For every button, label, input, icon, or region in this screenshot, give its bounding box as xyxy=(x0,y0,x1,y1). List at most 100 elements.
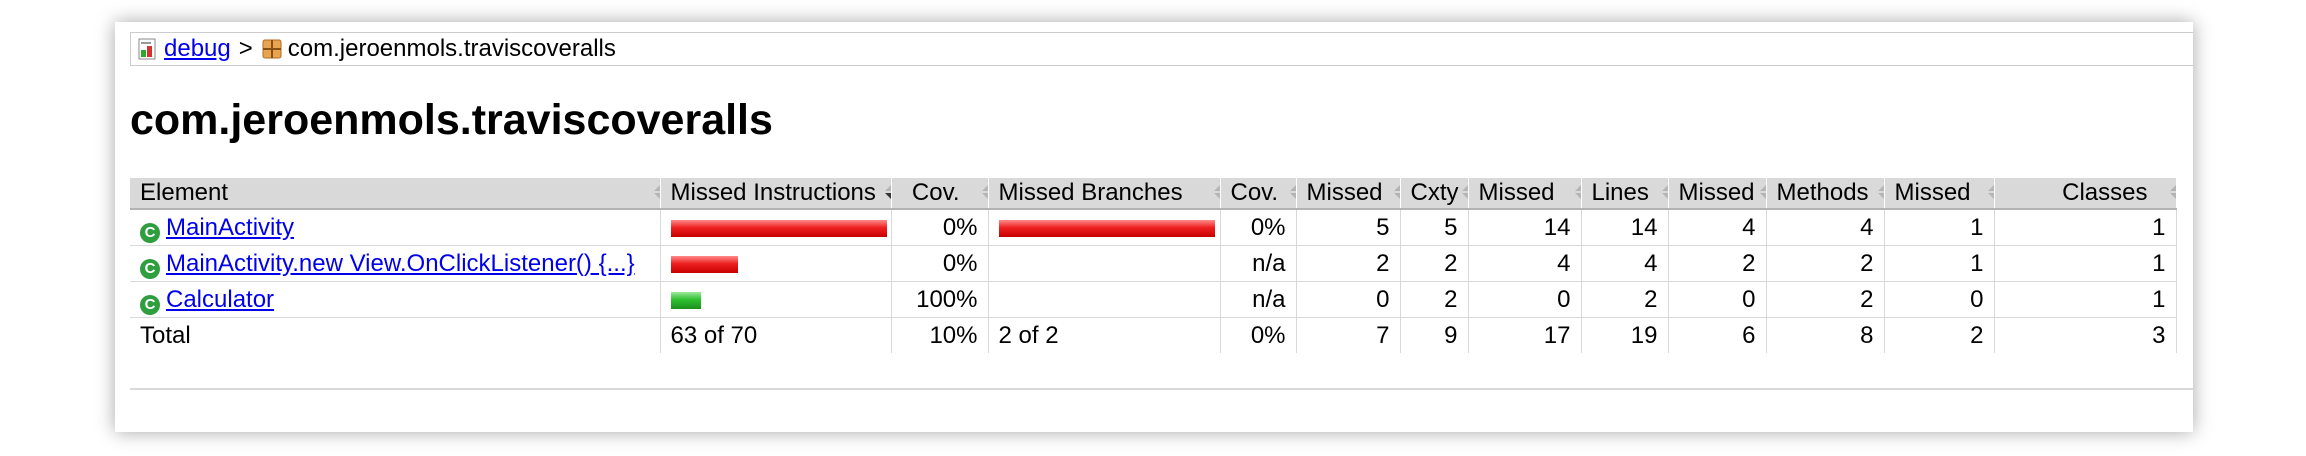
missed-branches-bar xyxy=(998,220,1215,238)
methods-cell: 4 xyxy=(1766,209,1885,246)
element-cell: C MainActivity xyxy=(130,209,661,246)
class-icon: C xyxy=(140,223,160,243)
page-title: com.jeroenmols.traviscoveralls xyxy=(130,96,773,144)
missed-instructions-bar xyxy=(670,256,738,274)
branch-cov-cell: n/a xyxy=(1220,245,1297,282)
classes-cell: 1 xyxy=(1994,245,2177,282)
class-link[interactable]: MainActivity xyxy=(166,214,295,241)
missed-lines-cell: 14 xyxy=(1468,209,1582,246)
methods-cell: 2 xyxy=(1766,245,1885,282)
class-link[interactable]: MainActivity.new View.OnClickListener() … xyxy=(166,250,635,277)
covered-instructions-bar xyxy=(670,292,701,310)
classes-cell: 1 xyxy=(1994,281,2177,318)
col-lines-label: Lines xyxy=(1591,179,1649,206)
breadcrumb-separator: > xyxy=(238,35,253,62)
cxty-cell: 2 xyxy=(1400,245,1469,282)
col-element-header[interactable]: Element xyxy=(130,178,661,210)
col-missed-cxty-label: Missed xyxy=(1306,179,1383,206)
instructions-bar-cell xyxy=(660,209,892,246)
col-missed-methods-header[interactable]: Missed xyxy=(1668,178,1767,210)
col-instr-cov-label: Cov. xyxy=(911,179,960,206)
instructions-bar-cell xyxy=(660,245,892,282)
col-missed-methods-label: Missed xyxy=(1678,179,1755,206)
col-cxty-label: Cxty xyxy=(1410,179,1459,206)
instr-cov-cell: 100% xyxy=(891,281,989,318)
col-missed-instructions-label: Missed Instructions xyxy=(670,179,876,206)
total-missed-lines: 17 xyxy=(1468,317,1582,353)
table-header-row: Element Missed Instructions Cov. Missed … xyxy=(130,178,2177,210)
cxty-cell: 2 xyxy=(1400,281,1469,318)
lines-cell: 2 xyxy=(1581,281,1669,318)
col-missed-cxty-header[interactable]: Missed xyxy=(1296,178,1401,210)
total-methods: 8 xyxy=(1766,317,1885,353)
total-cxty: 9 xyxy=(1400,317,1469,353)
class-icon: C xyxy=(140,295,160,315)
package-icon xyxy=(262,39,282,59)
total-instructions: 63 of 70 xyxy=(660,317,892,353)
col-missed-branches-label: Missed Branches xyxy=(998,179,1183,206)
col-branch-cov-label: Cov. xyxy=(1230,179,1279,206)
col-methods-label: Methods xyxy=(1776,179,1869,206)
table-row: C MainActivity 0% 0% 5 5 14 14 4 4 1 1 xyxy=(130,209,2177,246)
missed-methods-cell: 0 xyxy=(1668,281,1767,318)
col-missed-instructions-header[interactable]: Missed Instructions xyxy=(660,178,892,210)
missed-methods-cell: 2 xyxy=(1668,245,1767,282)
table-row: C MainActivity.new View.OnClickListener()… xyxy=(130,245,2177,282)
total-classes: 3 xyxy=(1994,317,2177,353)
lines-cell: 4 xyxy=(1581,245,1669,282)
col-instr-cov-header[interactable]: Cov. xyxy=(891,178,989,210)
missed-classes-cell: 1 xyxy=(1884,245,1995,282)
col-classes-header[interactable]: Classes xyxy=(1994,178,2177,210)
total-branches: 2 of 2 xyxy=(988,317,1221,353)
breadcrumb-debug-link[interactable]: debug xyxy=(164,35,231,62)
classes-cell: 1 xyxy=(1994,209,2177,246)
methods-cell: 2 xyxy=(1766,281,1885,318)
table-row: C Calculator 100% n/a 0 2 0 2 0 2 0 1 xyxy=(130,281,2177,318)
branches-bar-cell xyxy=(988,245,1221,282)
class-link[interactable]: Calculator xyxy=(166,286,275,313)
col-missed-branches-header[interactable]: Missed Branches xyxy=(988,178,1221,210)
col-missed-classes-label: Missed xyxy=(1894,179,1971,206)
total-missed-cxty: 7 xyxy=(1296,317,1401,353)
col-lines-header[interactable]: Lines xyxy=(1581,178,1669,210)
col-methods-header[interactable]: Methods xyxy=(1766,178,1885,210)
missed-cxty-cell: 2 xyxy=(1296,245,1401,282)
element-cell: C MainActivity.new View.OnClickListener()… xyxy=(130,245,661,282)
class-icon: C xyxy=(140,259,160,279)
total-lines: 19 xyxy=(1581,317,1669,353)
col-cxty-header[interactable]: Cxty xyxy=(1400,178,1469,210)
total-label: Total xyxy=(130,317,661,353)
footer-divider xyxy=(130,388,2193,390)
col-missed-lines-header[interactable]: Missed xyxy=(1468,178,1582,210)
branch-cov-cell: n/a xyxy=(1220,281,1297,318)
report-icon xyxy=(138,38,156,60)
branches-bar-cell xyxy=(988,209,1221,246)
instr-cov-cell: 0% xyxy=(891,245,989,282)
missed-lines-cell: 0 xyxy=(1468,281,1582,318)
missed-classes-cell: 1 xyxy=(1884,209,1995,246)
total-branch-cov: 0% xyxy=(1220,317,1297,353)
col-missed-lines-label: Missed xyxy=(1478,179,1555,206)
cxty-cell: 5 xyxy=(1400,209,1469,246)
missed-instructions-bar xyxy=(670,220,887,238)
missed-lines-cell: 4 xyxy=(1468,245,1582,282)
lines-cell: 14 xyxy=(1581,209,1669,246)
col-element-label: Element xyxy=(140,179,229,206)
instr-cov-cell: 0% xyxy=(891,209,989,246)
element-cell: C Calculator xyxy=(130,281,661,318)
missed-cxty-cell: 0 xyxy=(1296,281,1401,318)
col-branch-cov-header[interactable]: Cov. xyxy=(1220,178,1297,210)
branch-cov-cell: 0% xyxy=(1220,209,1297,246)
total-missed-classes: 2 xyxy=(1884,317,1995,353)
col-missed-classes-header[interactable]: Missed xyxy=(1884,178,1995,210)
coverage-table: Element Missed Instructions Cov. Missed … xyxy=(130,178,2177,353)
breadcrumb: debug > com.jeroenmols.traviscoveralls xyxy=(130,32,2193,66)
breadcrumb-current: com.jeroenmols.traviscoveralls xyxy=(287,35,616,62)
total-instr-cov: 10% xyxy=(891,317,989,353)
missed-classes-cell: 0 xyxy=(1884,281,1995,318)
total-missed-methods: 6 xyxy=(1668,317,1767,353)
missed-methods-cell: 4 xyxy=(1668,209,1767,246)
total-row: Total 63 of 70 10% 2 of 2 0% 7 9 17 19 6… xyxy=(130,317,2177,353)
branches-bar-cell xyxy=(988,281,1221,318)
missed-cxty-cell: 5 xyxy=(1296,209,1401,246)
